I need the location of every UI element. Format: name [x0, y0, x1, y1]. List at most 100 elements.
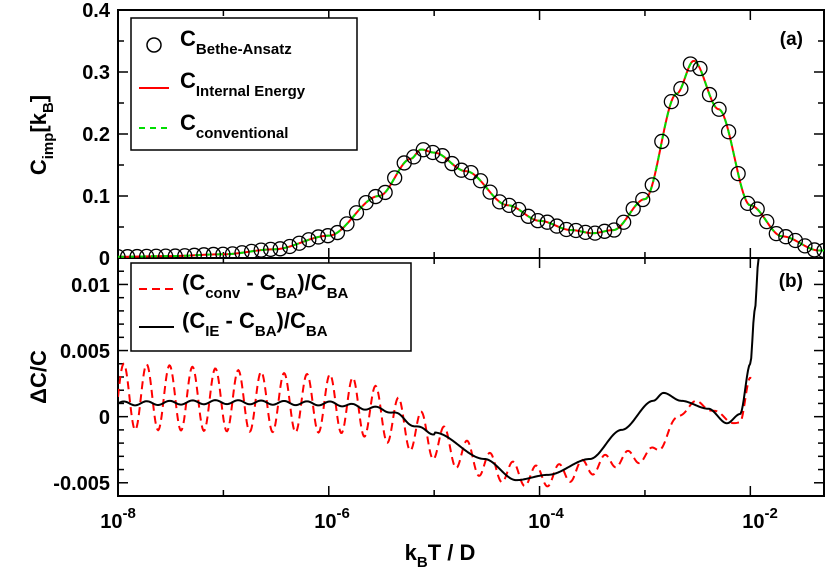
bethe-ansatz-point	[138, 248, 155, 258]
panel-b-y-axis-label: ΔC/C	[26, 350, 51, 404]
bethe-ansatz-point	[816, 242, 824, 258]
bethe-ansatz-point	[644, 177, 660, 193]
series-conventional-line	[118, 59, 824, 258]
bethe-ansatz-point	[568, 222, 584, 239]
y-tick-label: 0	[99, 407, 110, 429]
bethe-ansatz-point	[663, 93, 679, 110]
bethe-ansatz-point	[549, 218, 565, 234]
bethe-ansatz-point	[301, 232, 317, 248]
panel-a-y-axis-label: Cimp[kB]	[26, 95, 57, 175]
bethe-ansatz-point	[205, 246, 222, 258]
bethe-ansatz-point	[320, 228, 336, 244]
bethe-ansatz-point	[491, 194, 508, 210]
bethe-ansatz-point	[387, 170, 403, 186]
bethe-ansatz-point	[224, 246, 241, 258]
panel-b-legend: (Cconv - CBA)/CBA (CIE - CBA)/CBA	[130, 262, 412, 352]
panel-a-y-tick-labels: 0 0.1 0.2 0.3 0.4	[82, 0, 111, 270]
panel-b-ticks	[117, 257, 824, 497]
bethe-ansatz-point	[692, 60, 708, 77]
panel-a-legend: CBethe-Ansatz CInternal Energy Cconventi…	[130, 17, 358, 151]
bethe-ansatz-point	[425, 144, 441, 161]
bethe-ansatz-point	[472, 173, 489, 189]
y-tick-label: 0.4	[82, 0, 111, 22]
bethe-ansatz-point	[711, 101, 727, 117]
bethe-ansatz-point	[749, 201, 765, 217]
bethe-ansatz-point	[177, 248, 193, 258]
bethe-ansatz-point	[558, 221, 575, 238]
bethe-ansatz-point	[262, 241, 279, 258]
bethe-ansatz-point	[243, 243, 260, 258]
bethe-ansatz-point	[119, 249, 136, 258]
legend-label-bethe-ansatz: CBethe-Ansatz	[180, 26, 292, 58]
y-tick-label: 0.01	[71, 275, 110, 297]
bethe-ansatz-point	[654, 133, 670, 150]
x-tick-label: 10-4	[528, 505, 564, 533]
bethe-ansatz-point	[234, 245, 250, 258]
series-delta-internal-energy	[118, 258, 760, 482]
bethe-ansatz-point	[272, 241, 288, 257]
bethe-ansatz-point	[539, 214, 555, 230]
bethe-ansatz-point	[787, 232, 804, 249]
bethe-ansatz-point	[740, 195, 756, 212]
legend-marker-bethe-ansatz	[146, 37, 162, 53]
legend-label-internal-energy: CInternal Energy	[180, 68, 306, 100]
bethe-ansatz-point	[797, 238, 813, 254]
panel-b-tag: (b)	[779, 271, 803, 292]
bethe-ansatz-point	[291, 235, 307, 251]
bethe-ansatz-point	[587, 225, 603, 241]
bethe-ansatz-point	[635, 191, 651, 208]
legend-label-delta-internal-energy: (CIE - CBA)/CBA	[182, 308, 328, 340]
y-tick-label: 0.2	[82, 124, 110, 146]
y-tick-label: -0.005	[53, 473, 110, 495]
bethe-ansatz-point	[778, 229, 794, 245]
bethe-ansatz-point	[806, 242, 823, 258]
y-tick-label: 0.005	[60, 341, 110, 363]
bethe-ansatz-point	[310, 229, 327, 245]
bethe-ansatz-point	[282, 238, 298, 255]
bethe-ansatz-point	[520, 208, 536, 224]
bethe-ansatz-point	[196, 247, 212, 258]
x-tick-label: 10-2	[742, 505, 778, 533]
bethe-ansatz-point	[367, 188, 384, 205]
bethe-ansatz-point	[682, 56, 699, 72]
bethe-ansatz-point	[186, 247, 202, 258]
bethe-ansatz-point	[463, 164, 479, 181]
bethe-ansatz-point	[339, 216, 355, 232]
y-tick-label: 0.1	[82, 186, 110, 208]
bethe-ansatz-point	[616, 214, 632, 230]
bethe-ansatz-point	[768, 225, 784, 242]
legend-label-conventional: Cconventional	[180, 110, 288, 142]
bethe-ansatz-point	[348, 205, 365, 221]
bethe-ansatz-point	[530, 213, 546, 229]
bethe-ansatz-point	[482, 184, 498, 200]
legend-box	[130, 17, 358, 151]
bethe-ansatz-point	[596, 223, 613, 239]
series-delta-conventional	[118, 362, 752, 488]
bethe-ansatz-point	[253, 242, 269, 258]
bethe-ansatz-point	[415, 142, 431, 158]
bethe-ansatz-point	[577, 224, 594, 241]
bethe-ansatz-point	[377, 184, 393, 201]
panel-a-tag: (a)	[780, 29, 803, 50]
legend-label-delta-conventional: (Cconv - CBA)/CBA	[182, 270, 349, 302]
bethe-ansatz-point	[148, 248, 164, 258]
y-tick-label: 0	[99, 248, 110, 270]
x-axis-label: kBT / D	[405, 540, 476, 571]
y-tick-label: 0.3	[82, 62, 110, 84]
bethe-ansatz-point	[215, 246, 231, 258]
bethe-ansatz-point	[129, 248, 145, 258]
bethe-ansatz-point	[501, 197, 517, 214]
panel-b-y-tick-labels: -0.005 0 0.005 0.01	[53, 275, 110, 495]
x-tick-label: 10-6	[314, 505, 350, 533]
bethe-ansatz-point	[673, 80, 689, 97]
bethe-ansatz-point	[329, 224, 346, 241]
bethe-ansatz-point	[730, 165, 746, 182]
bethe-ansatz-point	[759, 213, 775, 230]
bethe-ansatz-point	[453, 162, 470, 178]
legend-box	[130, 262, 412, 352]
bethe-ansatz-point	[720, 124, 737, 140]
bethe-ansatz-point	[167, 248, 183, 258]
bethe-ansatz-point	[118, 249, 126, 258]
series-bethe-ansatz-markers	[118, 56, 824, 258]
